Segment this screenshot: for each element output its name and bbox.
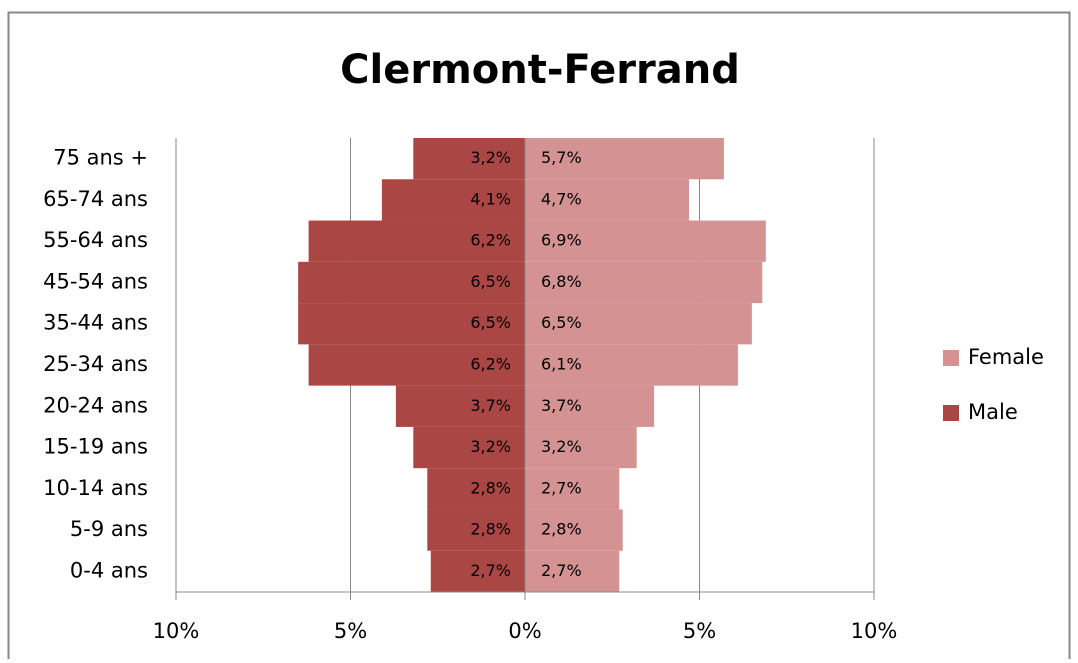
data-label: 3,7% bbox=[541, 396, 582, 415]
y-tick-label: 10-14 ans bbox=[43, 476, 148, 500]
data-label: 6,9% bbox=[541, 231, 582, 250]
y-tick-label: 65-74 ans bbox=[43, 187, 148, 211]
bar bbox=[525, 468, 620, 510]
x-tick-label: 5% bbox=[683, 619, 716, 643]
data-label: 6,5% bbox=[541, 313, 582, 332]
bar bbox=[525, 344, 738, 386]
bar bbox=[308, 344, 525, 386]
data-label: 6,5% bbox=[470, 313, 511, 332]
y-tick-label: 55-64 ans bbox=[43, 228, 148, 252]
data-label: 2,7% bbox=[470, 561, 511, 580]
x-tick-label: 10% bbox=[153, 619, 200, 643]
y-tick-label: 5-9 ans bbox=[70, 517, 148, 541]
y-tick-label: 75 ans + bbox=[53, 146, 148, 170]
bar bbox=[525, 550, 620, 592]
data-label: 4,1% bbox=[470, 189, 511, 208]
data-label: 2,8% bbox=[541, 520, 582, 539]
bar bbox=[413, 426, 525, 469]
bar bbox=[525, 509, 623, 551]
data-label: 5,7% bbox=[541, 148, 582, 167]
y-tick-label: 45-54 ans bbox=[43, 269, 148, 293]
bar bbox=[413, 138, 525, 180]
data-label: 2,8% bbox=[470, 478, 511, 497]
data-label: 6,2% bbox=[470, 355, 511, 374]
data-label: 2,7% bbox=[541, 478, 582, 497]
data-label: 2,8% bbox=[470, 520, 511, 539]
bar bbox=[298, 261, 525, 304]
data-label: 6,2% bbox=[470, 231, 511, 250]
bar bbox=[525, 220, 766, 262]
data-label: 4,7% bbox=[541, 189, 582, 208]
bar bbox=[525, 426, 637, 469]
data-label: 6,8% bbox=[541, 272, 582, 291]
legend-swatch bbox=[943, 405, 959, 421]
bar bbox=[298, 303, 525, 345]
data-label: 3,7% bbox=[470, 396, 511, 415]
bar bbox=[525, 261, 763, 304]
y-tick-label: 35-44 ans bbox=[43, 311, 148, 335]
bar bbox=[427, 468, 525, 510]
y-tick-label: 0-4 ans bbox=[70, 558, 148, 582]
bar bbox=[525, 303, 752, 345]
bar bbox=[525, 138, 724, 180]
bar bbox=[381, 179, 525, 221]
data-label: 3,2% bbox=[541, 437, 582, 456]
y-tick-label: 20-24 ans bbox=[43, 393, 148, 417]
bar bbox=[308, 220, 525, 262]
data-label: 3,2% bbox=[470, 148, 511, 167]
bar bbox=[427, 509, 525, 551]
bar bbox=[525, 385, 655, 427]
x-tick-label: 5% bbox=[334, 619, 367, 643]
bar bbox=[430, 550, 525, 592]
x-tick-label: 0% bbox=[508, 619, 541, 643]
y-tick-label: 25-34 ans bbox=[43, 352, 148, 376]
data-label: 6,5% bbox=[470, 272, 511, 291]
data-label: 3,2% bbox=[470, 437, 511, 456]
legend-swatch bbox=[943, 350, 959, 366]
data-label: 2,7% bbox=[541, 561, 582, 580]
legend-label: Male bbox=[968, 400, 1018, 424]
chart-title: Clermont-Ferrand bbox=[340, 47, 740, 93]
x-tick-label: 10% bbox=[851, 619, 898, 643]
data-label: 6,1% bbox=[541, 355, 582, 374]
y-tick-label: 15-19 ans bbox=[43, 435, 148, 459]
bar bbox=[525, 179, 690, 221]
legend-label: Female bbox=[968, 345, 1044, 369]
bar bbox=[395, 385, 525, 427]
